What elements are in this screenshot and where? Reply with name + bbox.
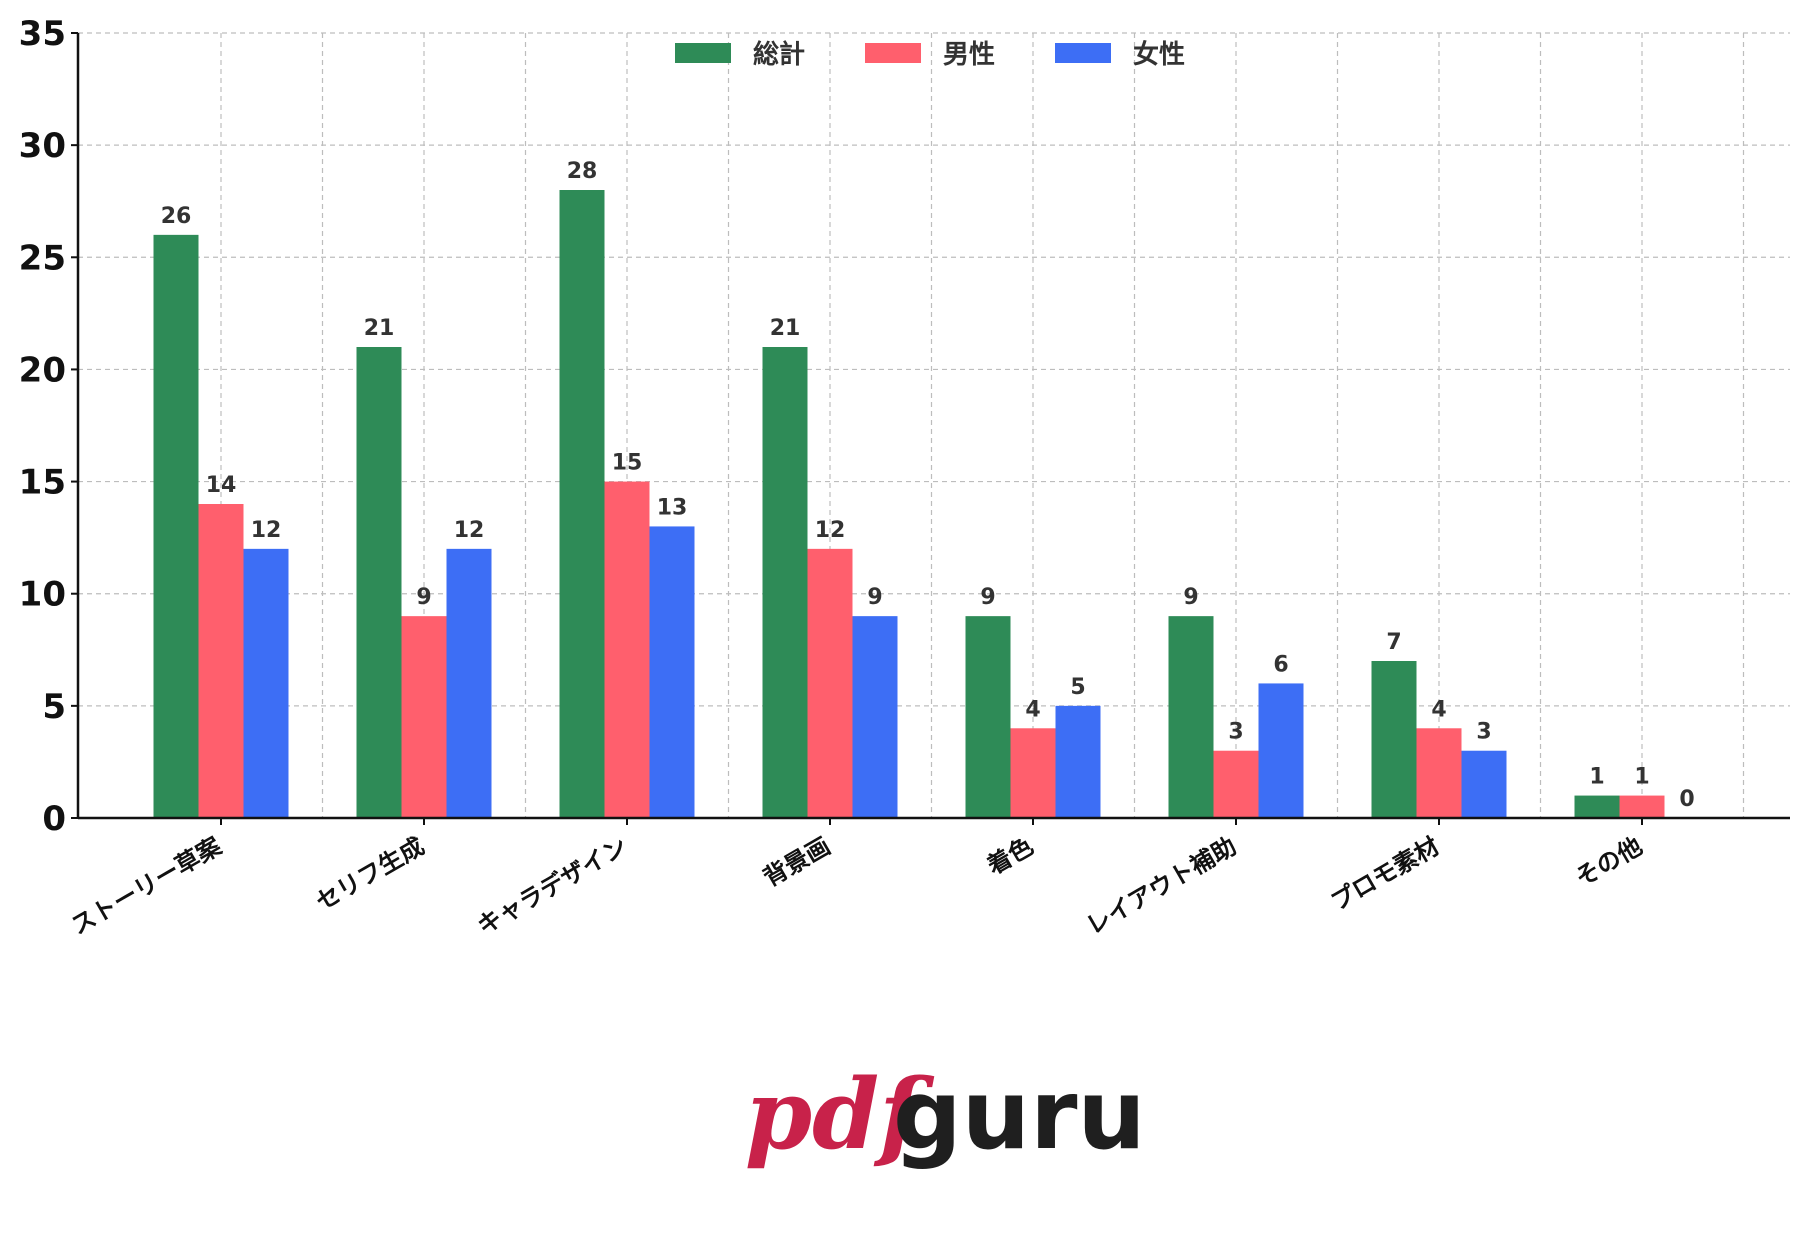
bar-total — [1168, 616, 1214, 818]
bar-value-label: 5 — [1070, 675, 1085, 700]
bar-value-label: 4 — [1431, 697, 1446, 722]
bar-value-label: 12 — [251, 518, 282, 543]
axes — [71, 32, 1790, 825]
bar-value-label: 14 — [206, 473, 237, 498]
bar-value-label: 1 — [1589, 765, 1604, 790]
bar-female — [243, 548, 289, 818]
x-category-label: プロモ素材 — [1326, 832, 1444, 916]
logo-text-guru: guru — [893, 1059, 1146, 1171]
bar-total — [559, 190, 605, 818]
y-tick-label: 30 — [19, 126, 66, 166]
bar-value-label: 4 — [1025, 697, 1040, 722]
legend-label: 女性 — [1133, 39, 1185, 70]
x-category-label: キャラデザイン — [473, 832, 632, 940]
bar-value-label: 9 — [416, 585, 431, 610]
bar-value-label: 9 — [980, 585, 995, 610]
bar-value-label: 15 — [612, 451, 643, 476]
bar-male — [401, 616, 447, 818]
bar-total — [153, 234, 199, 818]
bar-male — [1010, 728, 1056, 818]
bar-female — [852, 616, 898, 818]
x-category-label: 着色 — [982, 832, 1038, 880]
bar-value-label: 7 — [1386, 630, 1401, 655]
y-tick-label: 15 — [19, 463, 66, 503]
bar-male — [604, 481, 650, 818]
bar-female — [1461, 750, 1507, 818]
x-category-label: その他 — [1571, 832, 1647, 892]
x-category-label: セリフ生成 — [311, 832, 429, 916]
bar-male — [807, 548, 853, 818]
bar-value-label: 9 — [1183, 585, 1198, 610]
y-tick-label: 0 — [42, 799, 66, 839]
bars — [153, 190, 1665, 818]
legend-swatch — [1055, 43, 1111, 63]
bar-male — [1619, 795, 1665, 818]
y-tick-label: 20 — [19, 350, 66, 390]
y-tick-label: 25 — [19, 238, 66, 278]
bar-value-label: 12 — [815, 518, 846, 543]
bar-total — [356, 347, 402, 818]
x-category-label: レイアウト補助 — [1082, 832, 1241, 940]
bar-value-label: 21 — [770, 316, 801, 341]
legend-label: 男性 — [943, 40, 995, 70]
x-category-label: 背景画 — [759, 832, 835, 892]
grid — [78, 32, 1790, 818]
bar-total — [1371, 661, 1417, 818]
legend-swatch — [675, 43, 731, 63]
bar-value-label: 1 — [1634, 765, 1649, 790]
bar-value-label: 3 — [1228, 720, 1243, 745]
x-category-label: ストーリー草案 — [67, 831, 227, 940]
bar-value-label: 13 — [657, 495, 688, 520]
legend: 総計 男性 女性 — [675, 39, 1185, 70]
y-tick-label: 35 — [19, 14, 66, 54]
pdfguru-logo: pdf guru — [745, 1058, 1146, 1171]
bar-value-label: 0 — [1679, 787, 1694, 812]
bar-female — [1258, 683, 1304, 818]
bar-value-label: 28 — [567, 159, 598, 184]
bar-male — [1213, 750, 1259, 818]
y-tick-label: 5 — [42, 687, 66, 727]
bar-value-label: 6 — [1273, 652, 1288, 677]
x-axis-ticks: ストーリー草案 セリフ生成 キャラデザイン 背景画 着色 レイアウト補助 プロモ素材 その他 — [67, 831, 1647, 940]
logo-text-pdf: pdf — [745, 1058, 935, 1171]
bar-total — [762, 347, 808, 818]
bar-total — [1574, 795, 1620, 818]
bar-value-label: 26 — [161, 204, 192, 229]
bar-male — [1416, 728, 1462, 818]
bar-female — [649, 526, 695, 818]
bar-male — [198, 504, 244, 818]
bar-value-label: 3 — [1476, 720, 1491, 745]
bar-value-label: 12 — [454, 518, 485, 543]
data-labels: 26 14 12 21 9 12 28 15 13 21 12 9 9 4 5 9 3 6 7 4 3 1 1 0 — [161, 159, 1695, 812]
legend-swatch — [865, 43, 921, 63]
bar-value-label: 9 — [867, 585, 882, 610]
bar-value-label: 21 — [364, 316, 395, 341]
y-axis-ticks: 0 5 10 15 20 25 30 35 — [19, 14, 66, 839]
bar-female — [446, 548, 492, 818]
legend-label: 総計 — [753, 39, 805, 70]
bar-female — [1055, 705, 1101, 818]
bar-total — [965, 616, 1011, 818]
y-tick-label: 10 — [19, 575, 66, 615]
